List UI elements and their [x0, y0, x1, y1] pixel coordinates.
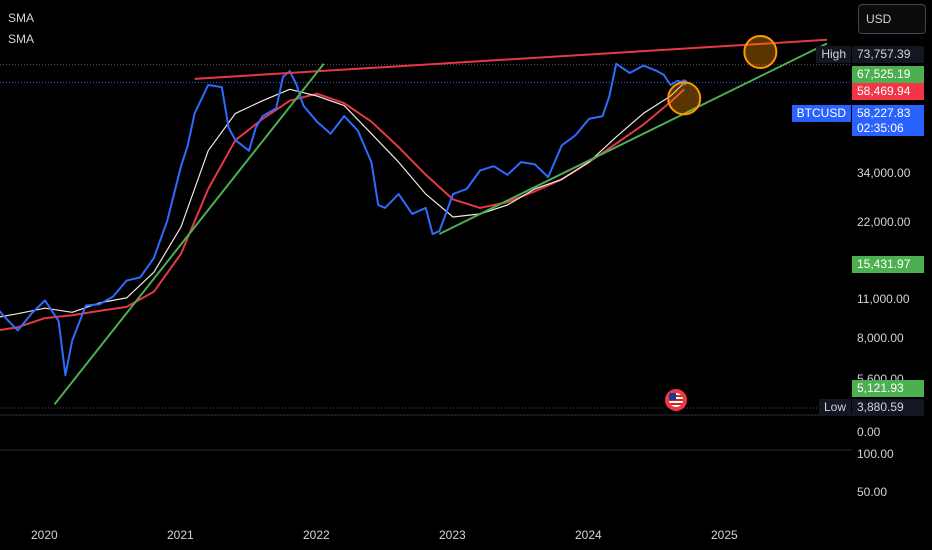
bar-countdown: 02:35:06	[852, 121, 924, 136]
support-line	[438, 42, 828, 235]
legend-sma-1[interactable]: SMA	[8, 11, 35, 25]
us-flag-event-icon[interactable]	[665, 389, 687, 411]
price-label: 34,000.00	[857, 166, 911, 180]
price-label: 8,000.00	[857, 331, 904, 345]
time-axis-label: 2024	[575, 528, 602, 542]
price-label: 3,880.59	[852, 399, 924, 416]
highlight-circle	[667, 81, 702, 116]
price-label: 11,000.00	[857, 292, 910, 306]
price-label-tag: High	[816, 46, 851, 63]
time-axis-label: 2020	[31, 528, 58, 542]
highlight-circle	[743, 34, 778, 69]
time-axis-label: 2025	[711, 528, 738, 542]
resistance-line	[194, 38, 828, 80]
price-label: 22,000.00	[857, 215, 911, 229]
sma-slow-line	[0, 88, 685, 332]
price-label-tag: BTCUSD	[791, 105, 851, 122]
price-label: 0.00	[857, 425, 881, 439]
price-label: 50.00	[857, 485, 888, 499]
price-label-tag: Low	[818, 399, 851, 416]
support-line	[53, 63, 325, 405]
price-label: 5,121.93	[852, 380, 924, 397]
price-label: 73,757.39	[852, 46, 924, 63]
price-label: 58,469.94	[852, 83, 924, 100]
time-axis-label: 2022	[303, 528, 330, 542]
price-label: 58,227.83	[852, 105, 924, 122]
time-axis-label: 2023	[439, 528, 466, 542]
price-label: 15,431.97	[852, 256, 924, 273]
legend-sma-2[interactable]: SMA	[8, 32, 35, 46]
sma-fast-line	[0, 82, 685, 318]
time-axis-label: 2021	[167, 528, 194, 542]
price-label: 100.00	[857, 447, 894, 461]
currency-button[interactable]: USD	[858, 4, 926, 34]
price-label: 67,525.19	[852, 66, 924, 83]
price-line	[0, 62, 685, 377]
